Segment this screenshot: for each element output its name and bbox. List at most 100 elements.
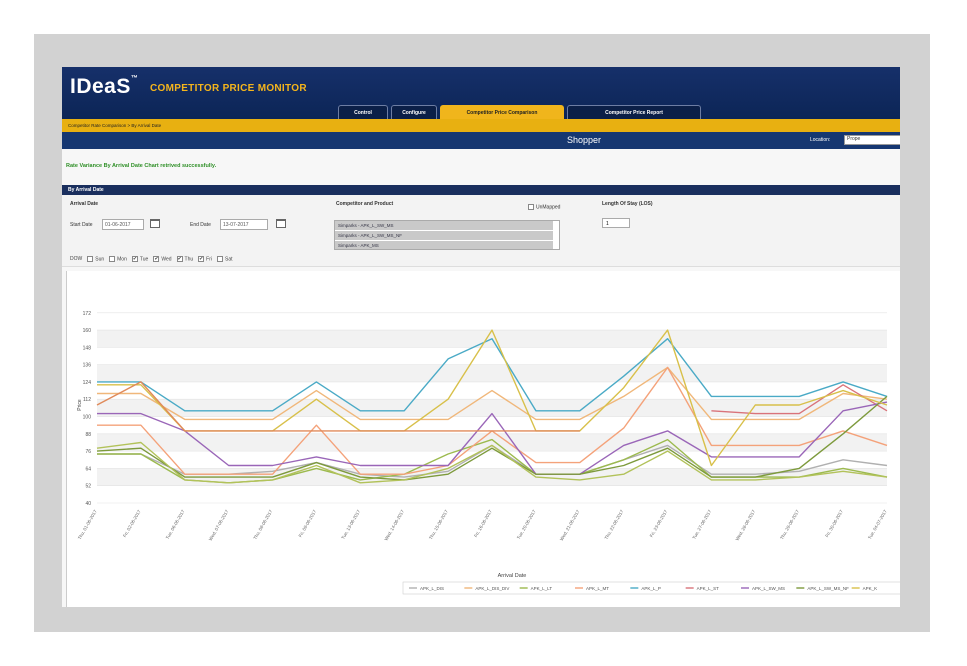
subheader-bar: Shopper Location: Prope: [62, 132, 900, 149]
series-line-apk-l-sw-ms-nf: [96, 395, 888, 481]
x-tick-label: Wed, 14-06-2017: [383, 509, 405, 542]
competitor-label: Competitor and Product: [336, 201, 394, 207]
brand-logo: IDeaS™: [70, 75, 138, 99]
x-tick-label: Tue, 04-07-2017: [867, 509, 888, 541]
y-tick-label: 172: [83, 311, 92, 317]
dow-label-wed: Wed: [161, 256, 172, 263]
y-tick-label: 160: [83, 328, 92, 334]
legend-entry: APK_L_DIS: [420, 586, 444, 591]
list-item[interactable]: Simparks - APK_MS: [335, 241, 553, 249]
x-axis-label: Arrival Date: [498, 573, 527, 579]
legend-box: [402, 581, 900, 595]
dow-filter: DOW Sun Mon ✔ Tue ✔ Wed ✔ Thu ✔ Fri Sat: [70, 256, 233, 262]
x-tick-label: Thu, 22-06-2017: [604, 509, 625, 541]
y-tick-label: 76: [85, 449, 91, 455]
y-tick-label: 88: [85, 432, 91, 438]
dow-label-mon: Mon: [117, 256, 127, 263]
unmapped-label: UnMapped: [536, 204, 561, 211]
dow-label-fri: Fri: [206, 256, 212, 263]
grid-band: [97, 433, 887, 452]
tab-competitor-price-report[interactable]: Competitor Price Report: [567, 105, 701, 119]
filter-panel: Arrival Date Start Date 01-06-2017 End D…: [62, 195, 900, 267]
list-item[interactable]: Simparks - APK_L_SW_MS_NF: [335, 231, 553, 240]
grid-band: [97, 364, 887, 382]
legend-entry: APK_K: [863, 586, 878, 591]
x-tick-label: Wed, 28-06-2017: [735, 509, 757, 542]
x-tick-label: Thu, 15-06-2017: [428, 509, 449, 541]
grid-band: [97, 399, 887, 417]
legend-entry: APK_L_SW_MS: [752, 586, 785, 591]
end-date-label: End Date: [190, 222, 211, 228]
status-message: Rate Variance By Arrival Date Chart retr…: [66, 163, 217, 169]
series-line-apk-l-mt: [97, 366, 888, 475]
location-select[interactable]: Prope: [844, 135, 900, 145]
x-tick-label: Fri, 30-06-2017: [824, 509, 844, 539]
legend-entry: APK_L_ST: [697, 586, 720, 591]
calendar-icon[interactable]: [276, 219, 286, 228]
x-tick-label: Fri, 23-06-2017: [649, 509, 669, 539]
series-line-apk-l-p: [97, 338, 888, 412]
los-label: Length Of Stay (LOS): [602, 201, 653, 207]
x-tick-label: Tue, 06-06-2017: [165, 509, 186, 541]
breadcrumb[interactable]: Competitor Rate Comparison > By Arrival …: [62, 119, 900, 132]
line-chart: 40 52 64 76 88 100 112 124 136 148 160 172 Price Thu,…: [77, 311, 900, 595]
y-tick-label: 112: [83, 397, 91, 403]
list-item[interactable]: Simparks - APK_L_SW_MS: [335, 221, 553, 230]
x-tick-label: Wed, 07-06-2017: [208, 509, 230, 542]
x-tick-label: Fri, 16-06-2017: [473, 509, 493, 539]
start-date-label: Start Date: [70, 222, 93, 228]
unmapped-checkbox[interactable]: [528, 204, 534, 210]
dow-checkbox-sat[interactable]: [216, 256, 223, 262]
app-window: IDeaS™ COMPETITOR PRICE MONITOR Control …: [62, 67, 900, 607]
y-tick-label: 64: [85, 466, 91, 472]
x-tick-label: Fri, 02-06-2017: [122, 509, 142, 539]
x-tick-label: Wed, 21-06-2017: [559, 509, 581, 542]
dow-label-thu: Thu: [184, 256, 194, 263]
tab-configure[interactable]: Configure: [391, 105, 437, 119]
start-date-input[interactable]: 01-06-2017: [102, 219, 144, 230]
dow-label-sat: Sat: [224, 256, 233, 263]
end-date-input[interactable]: 13-07-2017: [220, 219, 268, 230]
legend-entry: APK_L_LT: [531, 586, 553, 591]
arrival-date-label: Arrival Date: [70, 201, 99, 207]
dow-label-tue: Tue: [139, 256, 149, 263]
y-axis-label: Price: [77, 399, 83, 411]
dow-checkbox-wed[interactable]: ✔: [153, 256, 160, 262]
tab-competitor-price-comparison[interactable]: Competitor Price Comparison: [440, 105, 564, 119]
series-line-apk-l-sw-nf: [96, 381, 580, 432]
legend-entry: APK_L_SW_MS_NF: [807, 586, 849, 591]
x-tick-label: Thu, 01-06-2017: [77, 509, 98, 541]
dow-checkbox-thu[interactable]: ✔: [176, 256, 183, 262]
x-tick-label: Tue, 27-06-2017: [691, 509, 712, 541]
dow-checkboxes: Sun Mon ✔ Tue ✔ Wed ✔ Thu ✔ Fri Sat: [82, 256, 233, 263]
logo-trademark: ™: [130, 75, 139, 82]
dow-checkbox-fri[interactable]: ✔: [198, 256, 205, 262]
dow-checkbox-mon[interactable]: [109, 256, 116, 262]
series-line-apk-l-st: [711, 384, 888, 415]
y-tick-label: 52: [85, 484, 91, 490]
los-select[interactable]: 1: [602, 218, 630, 228]
app-title: COMPETITOR PRICE MONITOR: [150, 83, 307, 94]
x-tick-label: Tue, 13-06-2017: [340, 509, 361, 541]
dow-label-sun: Sun: [95, 256, 105, 263]
legend-entry: APK_L_DIS_DIV: [475, 586, 509, 591]
tab-control[interactable]: Control: [338, 105, 388, 119]
y-tick-label: 136: [83, 363, 92, 369]
y-tick-label: 40: [85, 501, 91, 507]
series-line-apk-l-sw-ms: [97, 401, 888, 475]
main-tabs: Control Configure Competitor Price Compa…: [338, 105, 704, 119]
y-tick-label: 100: [83, 415, 92, 421]
app-header: IDeaS™ COMPETITOR PRICE MONITOR Control …: [62, 67, 900, 119]
y-tick-label: 148: [83, 345, 92, 351]
chart-container: 40 52 64 76 88 100 112 124 136 148 160 172 Price Thu,…: [66, 271, 900, 607]
page-title: Shopper: [567, 135, 602, 145]
unmapped-checkbox-label[interactable]: UnMapped: [528, 204, 560, 210]
competitor-list[interactable]: Simparks - APK_L_SW_MS Simparks - APK_L_…: [334, 220, 560, 250]
calendar-icon[interactable]: [150, 219, 160, 228]
legend-entry: APK_L_MT: [586, 586, 609, 591]
dow-checkbox-tue[interactable]: ✔: [131, 256, 138, 262]
dow-label: DOW: [70, 256, 83, 263]
series-line-apk-l-ms-nf: [96, 441, 888, 484]
x-tick-label: Thu, 08-06-2017: [252, 509, 273, 541]
dow-checkbox-sun[interactable]: [87, 256, 94, 262]
